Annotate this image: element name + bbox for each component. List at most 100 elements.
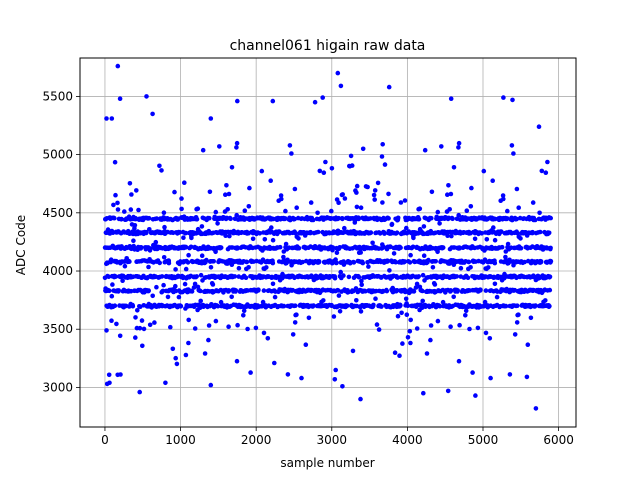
data-point [278, 193, 284, 198]
data-point [525, 342, 531, 348]
data-point [393, 259, 399, 265]
data-point [428, 337, 433, 343]
data-point [420, 288, 425, 294]
y-tick-label: 4000 [42, 264, 73, 278]
data-point [226, 191, 232, 197]
data-point [157, 260, 162, 266]
data-point [170, 346, 176, 352]
data-point [223, 233, 228, 238]
data-point [194, 217, 200, 222]
data-point [159, 274, 165, 279]
data-point [468, 204, 474, 209]
data-point [360, 260, 366, 266]
outlier-point [335, 70, 341, 76]
data-point [261, 330, 267, 336]
outlier-point [137, 389, 142, 395]
outlier-point [115, 63, 121, 69]
data-point [296, 245, 302, 251]
data-point [113, 192, 118, 198]
data-point [227, 233, 232, 239]
data-point [403, 296, 409, 302]
data-point [282, 216, 288, 221]
data-point [218, 299, 224, 305]
data-point [161, 282, 166, 288]
data-point [408, 252, 413, 258]
data-point [138, 304, 143, 310]
data-point [264, 265, 269, 270]
data-point [456, 140, 462, 146]
data-point [360, 146, 366, 152]
data-point [368, 216, 373, 221]
data-point [494, 294, 500, 300]
data-point [500, 193, 506, 198]
data-point [234, 358, 240, 364]
data-point [435, 209, 441, 215]
data-point [207, 215, 212, 221]
data-point [413, 285, 419, 290]
data-point [199, 224, 205, 229]
data-point [250, 236, 256, 242]
data-point [417, 206, 423, 211]
data-point [118, 372, 123, 377]
data-point [516, 205, 521, 210]
outlier-point [536, 124, 542, 129]
data-point [466, 259, 472, 265]
data-point [376, 327, 382, 332]
data-point [243, 275, 249, 281]
data-point [146, 288, 151, 293]
data-point [117, 333, 123, 339]
data-point [303, 342, 309, 348]
data-point [261, 288, 267, 293]
data-point [182, 281, 188, 287]
data-point [246, 204, 252, 209]
data-point [147, 227, 152, 232]
data-point [186, 340, 191, 346]
outlier-point [510, 97, 515, 103]
x-axis-ticks: 0 1000 2000 3000 4000 5000 6000 [101, 427, 574, 447]
data-point [283, 241, 289, 247]
data-point [348, 153, 354, 159]
data-point [257, 231, 263, 236]
data-point [119, 216, 124, 222]
data-point [395, 215, 401, 221]
data-point [448, 288, 454, 293]
data-point [482, 299, 488, 305]
data-point [290, 332, 296, 337]
data-point [188, 244, 194, 250]
data-point [371, 302, 376, 308]
data-point [511, 151, 516, 156]
data-point [140, 343, 145, 349]
data-point [110, 282, 115, 287]
data-point [548, 258, 554, 264]
data-point [530, 200, 536, 205]
data-point [232, 274, 238, 279]
data-point [341, 273, 346, 278]
data-point [486, 265, 491, 270]
data-point [217, 144, 222, 149]
data-point [191, 285, 197, 290]
data-point [464, 208, 470, 213]
data-point [168, 324, 173, 330]
data-point [292, 320, 298, 325]
data-point [139, 318, 145, 323]
data-point [530, 229, 535, 235]
data-point [440, 299, 446, 305]
y-tick-label: 3500 [42, 322, 73, 336]
outlier-point [163, 380, 168, 386]
data-point [421, 253, 427, 258]
data-point [215, 303, 221, 309]
data-point [366, 264, 371, 269]
data-point [259, 168, 265, 174]
y-axis-label: ADC Code [14, 215, 28, 275]
x-tick-label: 6000 [543, 433, 574, 447]
outlier-point [208, 116, 214, 121]
data-point [213, 209, 219, 215]
data-point [166, 260, 172, 266]
data-point [467, 326, 472, 332]
outlier-point [332, 377, 338, 382]
data-point [234, 212, 239, 218]
data-point [112, 159, 118, 165]
data-point [547, 274, 553, 280]
data-point [198, 272, 204, 278]
data-point [490, 178, 496, 183]
